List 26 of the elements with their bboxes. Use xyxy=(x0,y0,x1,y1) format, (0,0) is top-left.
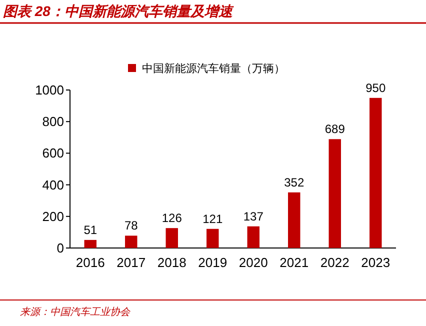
x-tick-label: 2017 xyxy=(116,255,146,270)
x-tick-label: 2019 xyxy=(198,255,228,270)
y-tick-label: 0 xyxy=(56,240,64,256)
y-tick-label: 800 xyxy=(42,114,64,130)
x-tick-label: 2022 xyxy=(320,255,350,270)
data-label: 51 xyxy=(84,222,98,237)
data-label: 121 xyxy=(202,212,223,226)
x-tick-label: 2020 xyxy=(238,255,268,270)
data-label: 137 xyxy=(243,209,264,224)
source-note: 来源：中国汽车工业协会 xyxy=(20,306,131,318)
x-tick-label: 2018 xyxy=(157,255,186,270)
legend-label: 中国新能源汽车销量（万辆） xyxy=(142,62,285,75)
data-label: 689 xyxy=(324,122,346,136)
data-label: 126 xyxy=(162,211,182,226)
data-label: 352 xyxy=(284,175,304,190)
x-tick-label: 2016 xyxy=(76,255,105,270)
data-label: 950 xyxy=(366,80,386,95)
y-tick-label: 400 xyxy=(42,177,64,192)
data-label: 78 xyxy=(124,218,138,233)
y-tick-label: 1000 xyxy=(35,82,64,98)
x-tick-label: 2023 xyxy=(361,255,390,270)
legend: 中国新能源汽车销量（万辆） xyxy=(128,63,285,75)
x-tick-label: 2021 xyxy=(280,255,309,270)
y-tick-label: 200 xyxy=(42,208,64,224)
title: 图表 28：中国新能源汽车销量及增速 xyxy=(3,3,232,19)
y-tick-label: 600 xyxy=(42,146,64,161)
